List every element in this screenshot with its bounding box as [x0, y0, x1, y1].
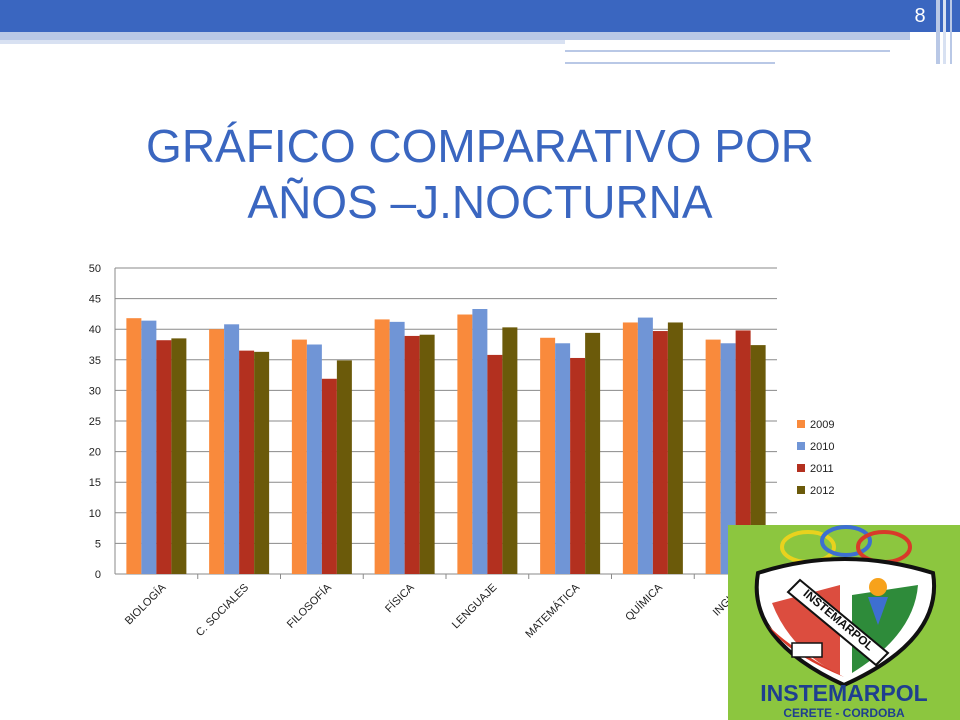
bar [472, 309, 488, 574]
bar [750, 345, 766, 574]
bar [254, 351, 270, 574]
bar [141, 320, 157, 574]
bar [457, 314, 473, 574]
bar [540, 337, 556, 574]
x-tick-label: FÍSICA [382, 580, 417, 615]
y-tick-label: 15 [89, 477, 101, 489]
y-tick-label: 25 [89, 416, 101, 428]
x-tick-label: BIOLOGÍA [122, 580, 169, 627]
bar [652, 331, 668, 574]
x-tick-label: QUÍMICA [623, 580, 666, 623]
bar [735, 330, 751, 574]
bar [291, 339, 307, 574]
bar [224, 324, 240, 574]
slide-title-line2: AÑOS –J.NOCTURNA [247, 176, 713, 228]
bar [404, 335, 420, 574]
x-tick-label: LENGUAJE [450, 582, 500, 632]
page-number: 8 [914, 5, 926, 27]
legend-label: 2012 [810, 485, 834, 497]
bar [637, 317, 653, 574]
y-tick-label: 40 [89, 324, 101, 336]
bar [389, 321, 405, 574]
bar [156, 340, 172, 574]
bar [306, 344, 322, 574]
header-vertical-bar [936, 0, 940, 64]
bar [667, 322, 683, 574]
bar [720, 343, 736, 574]
slide-title-line1: GRÁFICO COMPARATIVO POR [146, 120, 814, 172]
bar [209, 329, 225, 574]
logo-banner [786, 578, 890, 667]
bar [336, 360, 352, 574]
torch-icon [868, 597, 888, 625]
legend-swatch [797, 464, 805, 472]
bar [585, 332, 601, 574]
y-tick-label: 20 [89, 447, 101, 459]
y-tick-label: 10 [89, 508, 101, 520]
logo-ring-blue [820, 525, 872, 557]
header-rule [565, 50, 890, 52]
bar [502, 327, 518, 574]
legend-swatch [797, 486, 805, 494]
legend-label: 2011 [810, 463, 834, 475]
bar [419, 334, 435, 574]
bar [622, 322, 638, 574]
bar [126, 318, 142, 574]
y-tick-label: 50 [89, 263, 101, 275]
bar [171, 338, 187, 574]
bar [374, 319, 390, 574]
book-icon [791, 642, 823, 658]
header-vertical-bar [943, 0, 946, 64]
header-stripe [0, 32, 910, 40]
legend-swatch [797, 442, 805, 450]
bar [487, 354, 503, 574]
bar [239, 350, 255, 574]
slide-title: GRÁFICO COMPARATIVO POR AÑOS –J.NOCTURNA [40, 118, 920, 230]
x-tick-label: C. SOCIALES [194, 582, 251, 639]
header-rule [565, 62, 775, 64]
y-tick-label: 45 [89, 294, 101, 306]
bar [570, 357, 586, 574]
school-logo: INSTEMARPOL INSTEMARPOL CERETE - CORDOBA [728, 525, 960, 720]
y-tick-label: 35 [89, 355, 101, 367]
y-tick-label: 30 [89, 385, 101, 397]
bar [321, 378, 337, 574]
top-header-bar [0, 0, 960, 32]
header-stripe-light [0, 40, 565, 44]
logo-name: INSTEMARPOL [760, 680, 927, 706]
y-tick-label: 0 [95, 569, 101, 581]
x-tick-label: MATEMÁTICA [523, 580, 583, 640]
bar [555, 343, 571, 574]
legend-swatch [797, 420, 805, 428]
bar [705, 339, 721, 574]
legend-label: 2009 [810, 419, 834, 431]
header-vertical-bar [950, 0, 952, 64]
x-tick-label: FILOSOFÍA [284, 580, 334, 630]
torch-flame-icon [869, 578, 887, 596]
y-tick-label: 5 [95, 538, 101, 550]
legend-label: 2010 [810, 441, 834, 453]
logo-subtitle: CERETE - CORDOBA [783, 706, 905, 720]
